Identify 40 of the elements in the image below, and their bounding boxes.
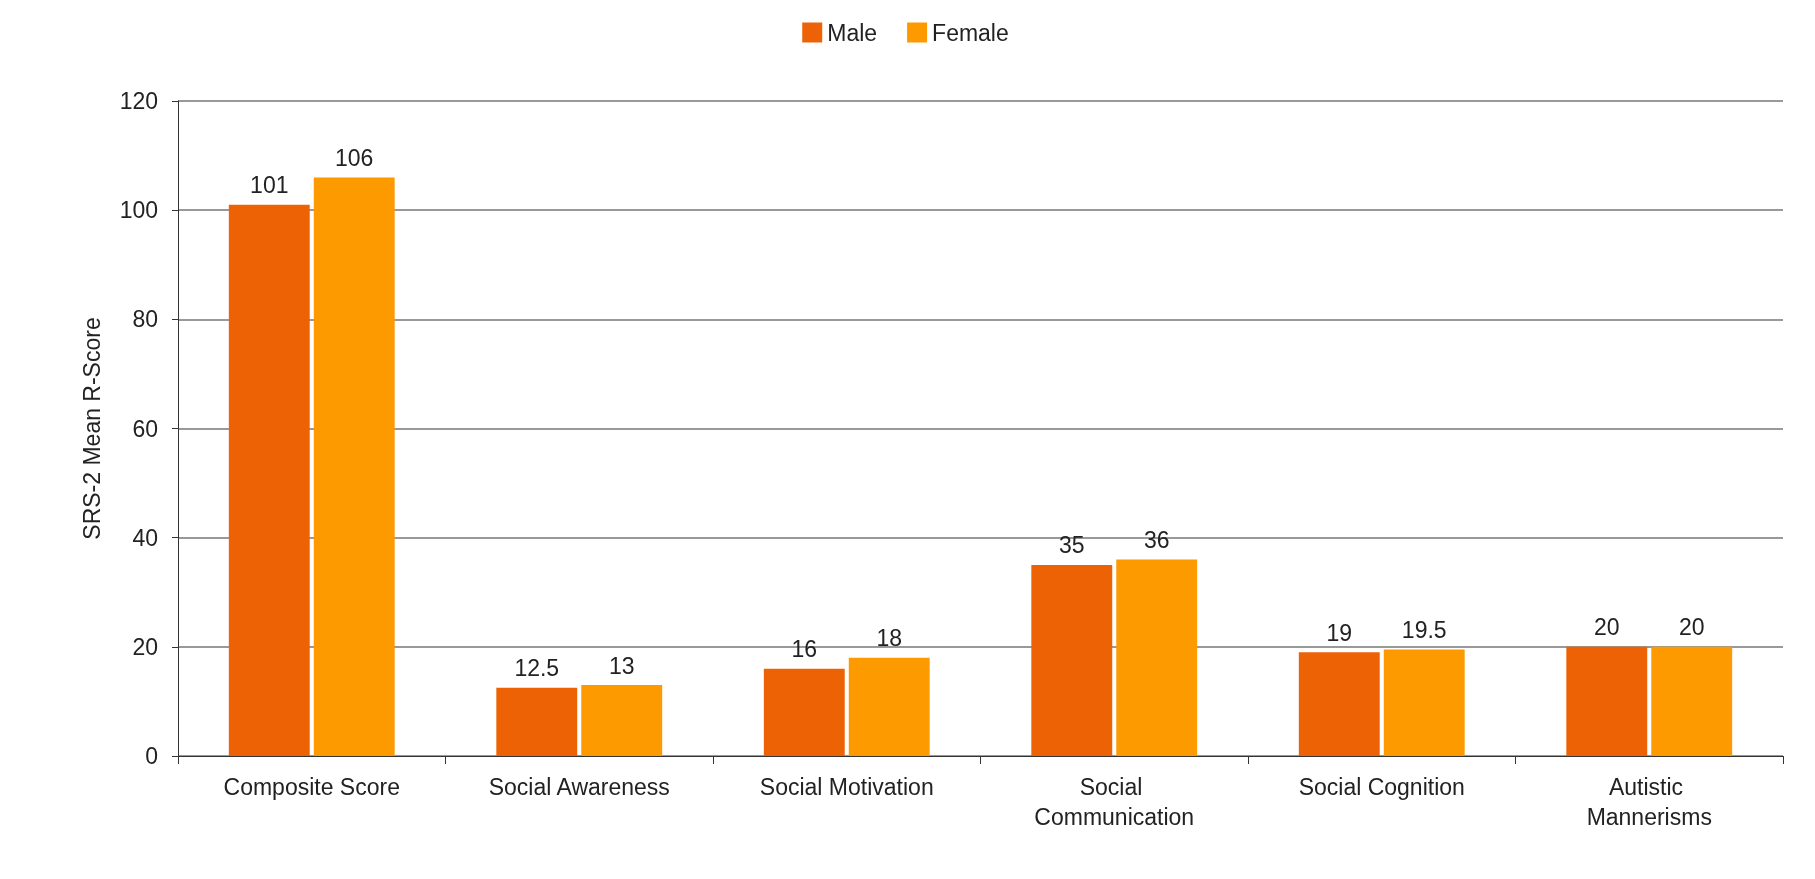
bar <box>1383 649 1465 756</box>
data-label: 20 <box>1678 614 1705 641</box>
bar <box>1298 652 1380 756</box>
data-label: 16 <box>791 636 818 663</box>
y-tick-label: 40 <box>132 524 158 551</box>
data-label: 18 <box>876 625 903 652</box>
data-label: 12.5 <box>514 655 560 682</box>
bar <box>1566 646 1648 756</box>
bar <box>313 177 395 756</box>
legend-label: Male <box>827 19 878 46</box>
data-label: 20 <box>1593 614 1620 641</box>
data-label: 36 <box>1143 527 1170 553</box>
y-tick-label: 120 <box>119 88 158 114</box>
y-tick-label: 0 <box>145 743 158 769</box>
bar <box>496 687 578 756</box>
x-tick-label: Social Awareness <box>488 774 670 800</box>
y-tick-label: 80 <box>132 306 158 333</box>
y-tick-label: 60 <box>132 415 158 442</box>
bar <box>1651 646 1733 756</box>
bar <box>228 204 310 756</box>
data-label: 19 <box>1326 619 1353 646</box>
legend-label: Female <box>932 19 1009 46</box>
bar <box>763 668 845 756</box>
bar <box>581 685 663 756</box>
y-tick-label: 20 <box>132 633 158 660</box>
x-tick-label: Social Cognition <box>1298 774 1465 800</box>
bar <box>1031 564 1113 756</box>
y-axis-title: SRS-2 Mean R-Score <box>78 317 105 540</box>
y-tick-label: 100 <box>119 197 158 224</box>
data-label: 13 <box>608 652 635 679</box>
x-tick-label: Social Communication <box>1034 774 1195 830</box>
data-label: 101 <box>250 172 289 199</box>
x-tick-label: Autistic Mannerisms <box>1586 774 1712 830</box>
x-tick-label: Social Motivation <box>759 774 934 800</box>
data-label: 106 <box>335 144 374 171</box>
bar <box>1116 559 1198 756</box>
data-label: 35 <box>1058 532 1085 559</box>
data-label: 19.5 <box>1401 617 1447 644</box>
bar <box>848 657 930 756</box>
x-tick-label: Composite Score <box>223 774 400 800</box>
